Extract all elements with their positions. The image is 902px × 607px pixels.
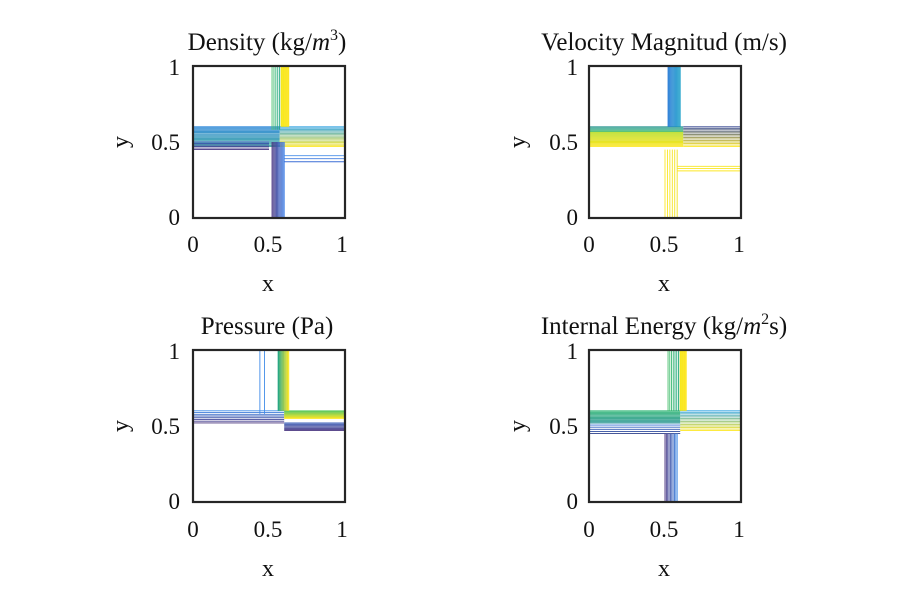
y-axis-label: y [505,420,531,432]
x-tick-label: 1 [733,232,745,257]
chart-title: Internal Energy (kg/m2s) [541,311,787,340]
y-tick-label: 1 [169,339,181,364]
x-tick-label: 0.5 [254,517,283,542]
panel-velocity: Velocity Magnitud (m/s) 1 0.5 0 0 0.5 1 … [505,29,787,297]
contour-lines [193,350,345,432]
x-axis-label: x [262,556,274,582]
plot-frame [191,348,347,504]
panel-density: Density (kg/m3) 1 0.5 0 0 0.5 1 x y [108,27,348,297]
y-tick-label: 1 [567,339,579,364]
plot-frame [587,64,743,220]
y-axis-label: y [505,136,531,148]
y-tick-label: 0 [169,489,181,514]
plot-area [587,64,743,220]
y-tick-label: 0 [169,205,181,230]
y-tick-label: 0 [567,489,579,514]
x-tick-label: 0.5 [254,232,283,257]
contour-lines [193,66,345,218]
plot-frame [191,64,347,220]
y-tick-label: 1 [169,55,181,80]
x-tick-label: 0.5 [650,517,679,542]
x-axis-label: x [658,556,670,582]
y-axis-label: y [108,420,134,432]
x-tick-label: 1 [336,232,348,257]
panel-internal-energy: Internal Energy (kg/m2s) 1 0.5 0 0 0.5 1… [505,311,787,582]
plot-area [191,64,347,220]
chart-title: Pressure (Pa) [201,313,334,340]
y-tick-label: 0.5 [549,130,578,155]
y-tick-label: 0.5 [549,414,578,439]
x-axis-label: x [262,271,274,297]
chart-title: Velocity Magnitud (m/s) [541,29,787,56]
x-tick-label: 0 [583,232,595,257]
x-axis-label: x [658,271,670,297]
plot-area [191,348,347,504]
chart-title: Density (kg/m3) [188,27,347,56]
y-axis-label: y [108,136,134,148]
x-tick-label: 0 [187,232,199,257]
y-tick-label: 0 [567,205,579,230]
x-tick-label: 0.5 [650,232,679,257]
y-tick-label: 0.5 [151,130,180,155]
contour-lines [589,350,741,502]
y-tick-label: 0.5 [151,414,180,439]
y-tick-label: 1 [567,55,579,80]
x-tick-label: 0 [187,517,199,542]
x-tick-label: 1 [733,517,745,542]
panel-pressure: Pressure (Pa) 1 0.5 0 0 0.5 1 x y [108,313,348,582]
x-tick-label: 0 [583,517,595,542]
contour-lines [589,66,741,218]
x-tick-label: 1 [336,517,348,542]
plot-frame [587,348,743,504]
plot-area [587,348,743,504]
